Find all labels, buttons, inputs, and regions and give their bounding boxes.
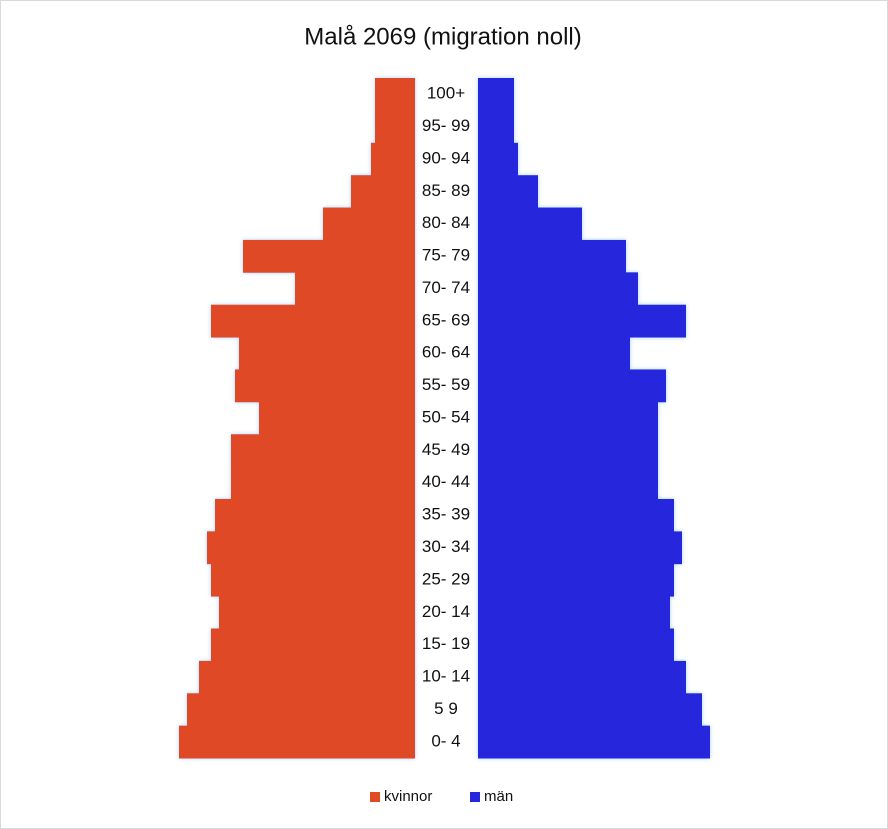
bar: [231, 434, 415, 468]
y-tick-label: 15- 19: [422, 634, 470, 653]
y-tick-label: 40- 44: [422, 472, 470, 491]
bar: [478, 272, 638, 306]
bar: [211, 563, 415, 597]
bar: [231, 466, 415, 500]
y-tick-label: 65- 69: [422, 310, 470, 329]
bar: [375, 78, 415, 111]
bar: [478, 401, 658, 435]
bar: [351, 175, 415, 209]
y-tick-label: 35- 39: [422, 505, 470, 524]
bar: [478, 498, 674, 532]
bar: [179, 725, 415, 759]
y-tick-label: 80- 84: [422, 213, 470, 232]
bar: [478, 466, 658, 500]
bar: [478, 175, 538, 209]
y-tick-label: 10- 14: [422, 667, 470, 686]
bar: [207, 531, 415, 565]
bar: [295, 272, 415, 306]
bar: [259, 401, 415, 435]
bar: [323, 207, 415, 241]
bar: [478, 660, 686, 694]
bar: [211, 304, 415, 338]
chart-title: Malå 2069 (migration noll): [304, 23, 581, 50]
bar: [478, 78, 514, 111]
y-tick-label: 60- 64: [422, 343, 470, 362]
legend-label: män: [484, 788, 513, 805]
y-tick-label: 5 9: [434, 699, 458, 718]
bar: [478, 142, 518, 176]
y-tick-label: 100+: [427, 84, 465, 103]
y-tick-label: 20- 14: [422, 602, 470, 621]
bar: [478, 531, 682, 565]
bars: [179, 78, 710, 759]
bar: [478, 239, 626, 273]
y-tick-label: 0- 4: [431, 731, 460, 750]
bar: [478, 693, 702, 727]
y-tick-label: 50- 54: [422, 407, 470, 426]
bar: [243, 239, 415, 273]
bar: [478, 725, 710, 759]
y-tick-label: 75- 79: [422, 246, 470, 265]
y-tick-label: 70- 74: [422, 278, 470, 297]
bar: [219, 596, 415, 629]
bar: [215, 498, 415, 532]
y-tick-label: 55- 59: [422, 375, 470, 394]
y-tick-label: 90- 94: [422, 148, 470, 167]
bar: [375, 110, 415, 144]
bar: [478, 628, 674, 662]
legend-label: kvinnor: [384, 788, 432, 805]
bar: [478, 563, 674, 597]
bar: [235, 369, 415, 403]
bar: [239, 337, 415, 370]
y-tick-label: 45- 49: [422, 440, 470, 459]
legend-swatch: [370, 792, 380, 802]
bar: [478, 337, 630, 370]
bar: [478, 304, 686, 338]
bar: [478, 596, 670, 629]
y-tick-label: 95- 99: [422, 116, 470, 135]
y-tick-label: 25- 29: [422, 569, 470, 588]
bar: [371, 142, 415, 176]
bar: [199, 660, 415, 694]
y-tick-label: 30- 34: [422, 537, 470, 556]
bar: [478, 207, 582, 241]
bar: [478, 434, 658, 468]
legend-swatch: [470, 792, 480, 802]
y-tick-label: 85- 89: [422, 181, 470, 200]
bar: [478, 369, 666, 403]
bar: [211, 628, 415, 662]
bar: [187, 693, 415, 727]
bar: [478, 110, 514, 144]
